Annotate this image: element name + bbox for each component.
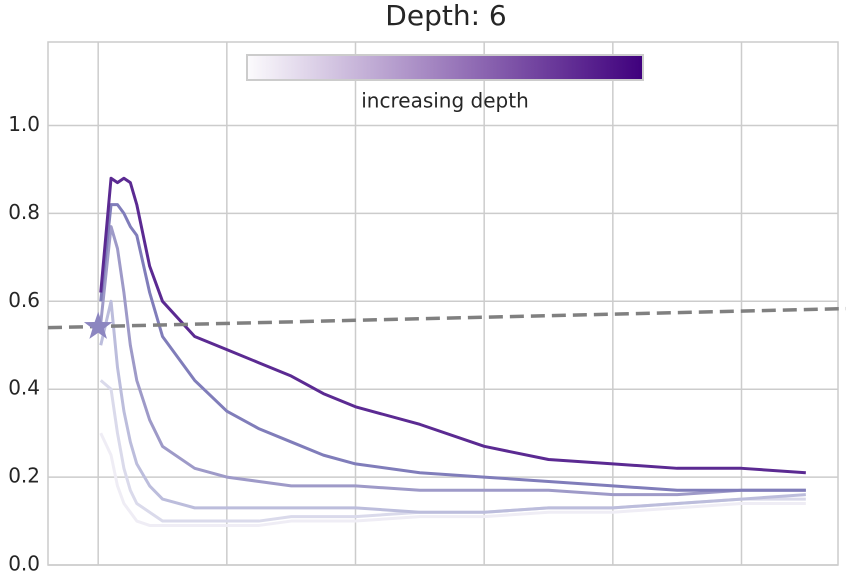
chart-title: Depth: 6 [385, 0, 506, 32]
y-tick-label: 0.4 [8, 376, 40, 400]
colorbar-label: increasing depth [361, 89, 529, 113]
y-tick-label: 0.8 [8, 200, 40, 224]
reference-line [47, 306, 846, 330]
y-tick-label: 0.0 [8, 552, 40, 576]
series-line [99, 299, 806, 514]
series-line [99, 432, 806, 527]
series-line [99, 203, 806, 492]
start-marker [83, 311, 113, 339]
y-tick-label: 1.0 [8, 112, 40, 136]
series-line [99, 225, 806, 497]
series-line [99, 176, 806, 475]
y-tick-label: 0.6 [8, 288, 40, 312]
y-tick-label: 0.2 [8, 464, 40, 488]
colorbar [246, 54, 644, 81]
